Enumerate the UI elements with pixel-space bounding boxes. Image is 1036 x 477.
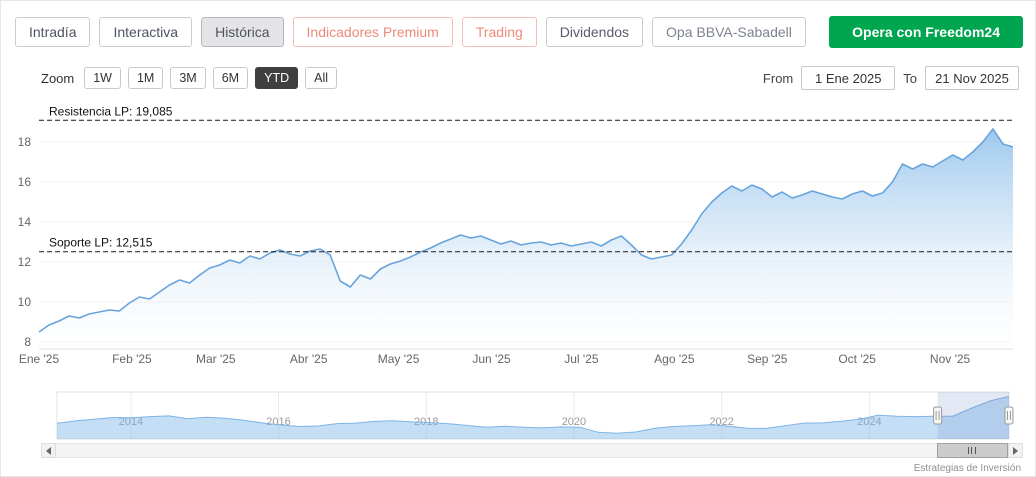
navigator-selection[interactable] xyxy=(937,392,1009,439)
scroll-right-button[interactable] xyxy=(1008,443,1023,458)
annotation-label: Soporte LP: 12,515 xyxy=(49,236,153,250)
zoom-1w-button[interactable]: 1W xyxy=(84,66,121,90)
y-axis-label: 18 xyxy=(18,135,32,149)
y-axis-label: 12 xyxy=(18,255,32,269)
x-axis-label: Jul '25 xyxy=(564,352,599,366)
date-range-inputs: From To xyxy=(763,66,1019,90)
left-arrow-icon xyxy=(46,446,51,455)
to-label: To xyxy=(903,70,917,86)
tab-interactiva[interactable]: Interactiva xyxy=(99,17,193,47)
right-arrow-icon xyxy=(1013,446,1018,455)
tab-trading[interactable]: Trading xyxy=(461,17,537,47)
x-axis-label: Sep '25 xyxy=(747,352,788,366)
credits-link[interactable]: Estrategias de Inversión xyxy=(913,463,1021,474)
zoom-ytd-button[interactable]: YTD xyxy=(255,66,299,90)
thumb-grip-icon xyxy=(968,447,977,454)
tab-historica[interactable]: Histórica xyxy=(201,17,284,47)
y-axis-label: 8 xyxy=(24,335,31,349)
tab-intradia[interactable]: Intradía xyxy=(15,17,91,47)
tab-opa-bbva-sabadell[interactable]: Opa BBVA-Sabadell xyxy=(652,17,806,47)
zoom-3m-button[interactable]: 3M xyxy=(170,66,206,90)
from-date-input[interactable] xyxy=(801,66,896,90)
price-line xyxy=(38,128,1014,333)
y-axis-label: 10 xyxy=(18,295,32,309)
scrollbar-track[interactable] xyxy=(56,443,1008,458)
navigator-year-label: 2020 xyxy=(562,416,586,428)
x-axis-label: Jun '25 xyxy=(472,352,511,366)
to-date-input[interactable] xyxy=(925,66,1019,90)
x-axis-label: Nov '25 xyxy=(930,352,971,366)
navigator-line xyxy=(56,395,1010,434)
x-axis-label: Mar '25 xyxy=(196,352,236,366)
navigator-year-label: 2024 xyxy=(857,416,881,428)
price-chart-svg[interactable]: 8 10 12 14 16 18 Ene '25 Feb '25 Mar '25 Abr '25 M… xyxy=(1,97,1036,367)
from-label: From xyxy=(762,70,794,86)
navigator-scrollbar xyxy=(41,443,1023,458)
main-chart[interactable]: 8 10 12 14 16 18 Ene '25 Feb '25 Mar '25 Abr '25 M… xyxy=(1,97,1035,367)
navigator-svg[interactable]: 201420162018202020222024 xyxy=(1,389,1036,443)
zoom-1m-button[interactable]: 1M xyxy=(127,66,164,90)
tab-bar: Intradía Interactiva Histórica Indicador… xyxy=(1,1,1035,48)
navigator[interactable]: 201420162018202020222024 xyxy=(1,389,1035,443)
scrollbar-thumb[interactable] xyxy=(936,443,1008,458)
y-axis-label: 14 xyxy=(18,215,32,229)
navigator-handle-right[interactable] xyxy=(1004,406,1014,425)
zoom-label: Zoom xyxy=(41,70,75,86)
price-area xyxy=(39,129,1013,349)
range-selector: Zoom 1W 1M 3M 6M YTD All From To xyxy=(41,65,1019,91)
zoom-all-button[interactable]: All xyxy=(305,66,338,90)
navigator-handle-left[interactable] xyxy=(933,406,943,425)
tab-dividendos[interactable]: Dividendos xyxy=(545,17,644,47)
navigator-year-label: 2014 xyxy=(119,416,143,428)
x-axis-label: Oct '25 xyxy=(838,352,876,366)
x-axis-label: Ene '25 xyxy=(19,352,60,366)
zoom-6m-button[interactable]: 6M xyxy=(212,66,249,90)
annotation-label: Resistencia LP: 19,085 xyxy=(49,104,173,118)
y-axis-label: 16 xyxy=(18,175,32,189)
opera-freedom24-button[interactable]: Opera con Freedom24 xyxy=(829,16,1023,48)
tab-indicadores-premium[interactable]: Indicadores Premium xyxy=(292,17,453,47)
x-axis-label: Abr '25 xyxy=(290,352,328,366)
navigator-area xyxy=(57,396,1009,439)
x-axis-label: May '25 xyxy=(378,352,420,366)
x-axis-label: Feb '25 xyxy=(112,352,152,366)
x-axis-label: Ago '25 xyxy=(654,352,695,366)
scroll-left-button[interactable] xyxy=(41,443,56,458)
